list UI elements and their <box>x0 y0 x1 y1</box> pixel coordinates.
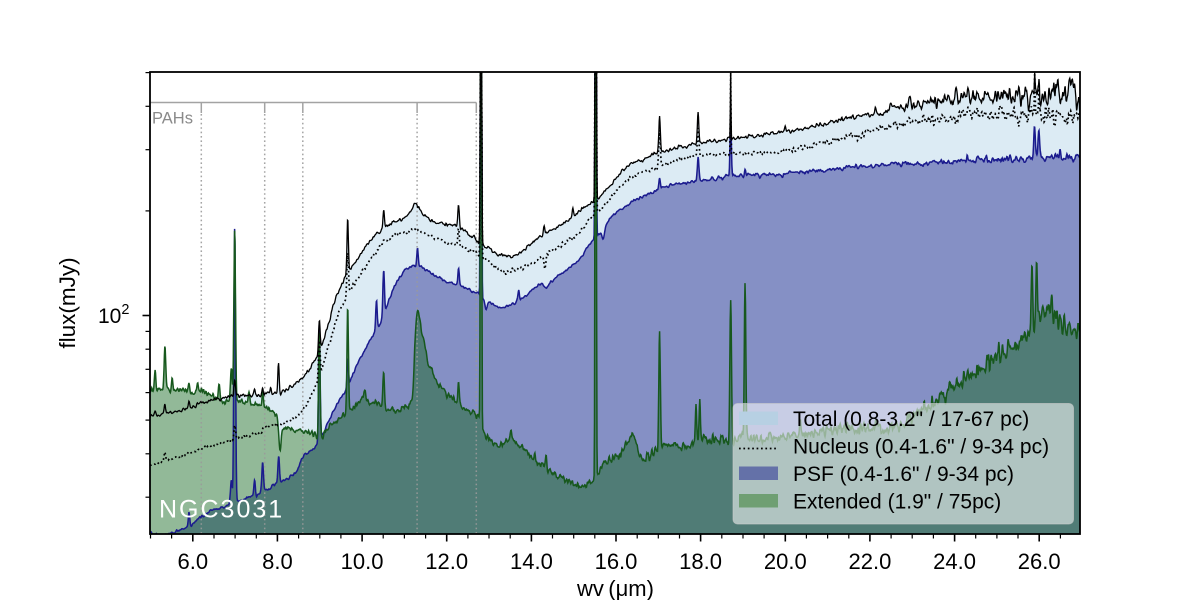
svg-text:12.0: 12.0 <box>425 549 468 574</box>
svg-text:NGC3031: NGC3031 <box>159 496 284 524</box>
svg-text:8.0: 8.0 <box>262 549 293 574</box>
svg-text:PAHs: PAHs <box>152 110 193 128</box>
svg-text:Nucleus (0.4-1.6" / 9-34 pc): Nucleus (0.4-1.6" / 9-34 pc) <box>793 436 1049 459</box>
svg-text:20.0: 20.0 <box>764 549 807 574</box>
svg-text:24.0: 24.0 <box>933 549 976 574</box>
svg-text:PSF (0.4-1.6" / 9-34 pc): PSF (0.4-1.6" / 9-34 pc) <box>793 463 1014 486</box>
svg-text:16.0: 16.0 <box>595 549 638 574</box>
svg-text:wv (μm): wv (μm) <box>576 576 654 600</box>
svg-text:Total (0.8-3.2" / 17-67 pc): Total (0.8-3.2" / 17-67 pc) <box>793 408 1029 431</box>
svg-text:10.0: 10.0 <box>341 549 384 574</box>
svg-text:26.0: 26.0 <box>1018 549 1061 574</box>
svg-text:6.0: 6.0 <box>178 549 209 574</box>
svg-text:flux(mJy): flux(mJy) <box>55 257 80 348</box>
svg-text:18.0: 18.0 <box>679 549 722 574</box>
svg-text:Extended (1.9" / 75pc): Extended (1.9" / 75pc) <box>793 491 1001 514</box>
svg-text:14.0: 14.0 <box>510 549 553 574</box>
svg-text:22.0: 22.0 <box>848 549 891 574</box>
